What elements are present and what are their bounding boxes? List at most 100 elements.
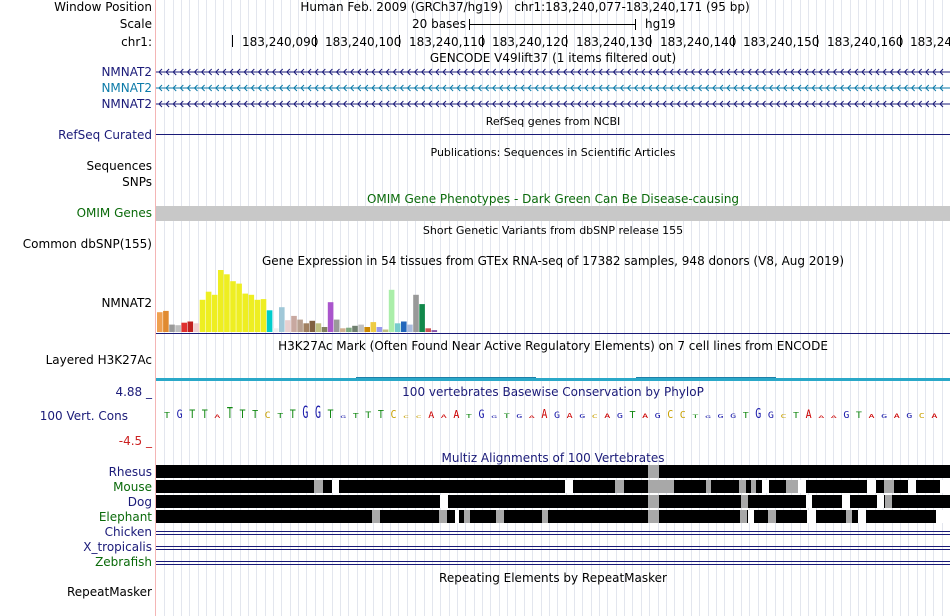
strand-chevron [286, 68, 291, 76]
strand-chevron [456, 84, 461, 92]
phylop-base-letter: T [856, 411, 862, 421]
base-gridline [373, 0, 375, 616]
label-species-dog[interactable]: Dog [127, 495, 152, 509]
strand-chevron [747, 100, 752, 108]
strand-chevron [222, 100, 227, 108]
label-snps[interactable]: SNPs [122, 175, 152, 189]
strand-chevron [449, 100, 454, 108]
label-sequences[interactable]: Sequences [86, 159, 152, 173]
gtex-expression-chart[interactable] [156, 268, 536, 332]
strand-chevron [818, 68, 823, 76]
strand-chevron [399, 68, 404, 76]
base-gridline [465, 0, 467, 616]
strand-chevron [790, 68, 795, 76]
strand-chevron [513, 68, 518, 76]
gtex-tissue-bar [193, 323, 200, 332]
label-gencode-nmnat2-2[interactable]: NMNAT2 [101, 81, 152, 95]
strand-chevron [925, 100, 930, 108]
label-common-dbsnp[interactable]: Common dbSNP(155) [22, 237, 152, 251]
strand-chevron [577, 68, 582, 76]
strand-chevron [534, 68, 539, 76]
base-gridline [523, 0, 525, 616]
label-omim-genes[interactable]: OMIM Genes [76, 206, 152, 220]
label-species-elephant[interactable]: Elephant [98, 510, 152, 524]
strand-chevron [392, 84, 397, 92]
base-gridline [339, 0, 341, 616]
h3k27ac-signal[interactable] [156, 378, 950, 381]
gtex-tissue-bar [309, 320, 316, 332]
phylop-base-letter: A [529, 415, 536, 419]
strand-chevron [215, 84, 220, 92]
base-gridline [573, 0, 575, 616]
base-gridline [716, 0, 717, 616]
phylop-base-letter: T [378, 410, 384, 421]
base-gridline [289, 0, 291, 616]
strand-chevron [598, 100, 603, 108]
strand-chevron [577, 100, 582, 108]
strand-chevron [342, 84, 347, 92]
strand-chevron [236, 100, 241, 108]
strand-chevron [357, 68, 362, 76]
alignment-line-xtrop-2 [156, 549, 950, 550]
alignment-row-mouse[interactable] [156, 480, 950, 493]
phylop-base-letter: T [328, 407, 334, 421]
refseq-gene-line[interactable] [156, 134, 950, 135]
strand-chevron [300, 100, 305, 108]
phylop-base-letter: G [479, 407, 485, 421]
alignment-mismatch-block [786, 480, 798, 493]
label-species-chicken[interactable]: Chicken [104, 525, 152, 539]
strand-chevron [506, 84, 511, 92]
label-100-vert-cons[interactable]: 100 Vert. Cons [39, 409, 128, 423]
ruler-tick-label: 183,240,090 [242, 35, 319, 49]
position-label: chr1:183,240,077-183,240,171 (95 bp) [514, 0, 750, 14]
label-species-mouse[interactable]: Mouse [113, 480, 152, 494]
scale-bar-right-end [635, 19, 636, 30]
alignment-gap-block [807, 510, 816, 523]
strand-chevron [704, 68, 710, 76]
phylop-base-letter: A [428, 411, 434, 421]
phylop-base-letter: A [818, 415, 825, 419]
alignment-line-zebrafish-1 [156, 561, 950, 562]
alignment-row-rhesus[interactable] [156, 465, 950, 478]
label-species-rhesus[interactable]: Rhesus [108, 465, 152, 479]
base-gridline [172, 0, 174, 616]
strand-chevron [527, 84, 532, 92]
phylop-base-letter: G [617, 412, 623, 420]
label-species-zebrafish[interactable]: Zebrafish [95, 555, 152, 569]
gtex-track-title: Gene Expression in 54 tissues from GTEx … [261, 254, 845, 268]
strand-chevron [307, 100, 312, 108]
label-repeatmasker[interactable]: RepeatMasker [66, 585, 152, 599]
label-scale: Scale [119, 17, 152, 31]
strand-chevron [683, 100, 688, 108]
base-gridline [866, 0, 868, 616]
strand-chevron [818, 100, 823, 108]
strand-chevron [435, 84, 440, 92]
strand-chevron [697, 84, 702, 92]
alignment-row-elephant[interactable] [156, 510, 950, 523]
strand-chevron [641, 84, 646, 92]
label-gtex-gene[interactable]: NMNAT2 [101, 296, 152, 310]
strand-chevron [790, 100, 795, 108]
track-image[interactable]: Human Feb. 2009 (GRCh37/hg19) chr1:183,2… [156, 0, 950, 616]
ruler-tick-label: 183,240,120 [492, 35, 569, 49]
label-gencode-nmnat2-1[interactable]: NMNAT2 [101, 65, 152, 79]
strand-chevron [378, 100, 383, 108]
strand-chevron [179, 68, 184, 76]
gencode-gene-models[interactable] [156, 65, 950, 113]
label-gencode-nmnat2-3[interactable]: NMNAT2 [101, 97, 152, 111]
strand-chevron [811, 84, 816, 92]
omim-gene-bar[interactable] [156, 206, 950, 221]
base-gridline [440, 0, 442, 616]
label-refseq-curated[interactable]: RefSeq Curated [58, 128, 152, 142]
phylop-base-letter: G [491, 415, 498, 419]
alignment-mismatch-block [496, 510, 504, 523]
strand-chevron [832, 100, 837, 108]
strand-chevron [889, 84, 894, 92]
label-layered-h3k27ac[interactable]: Layered H3K27Ac [45, 353, 152, 367]
label-species-x-tropicalis[interactable]: X_tropicalis [83, 540, 152, 554]
strand-chevron [861, 84, 866, 92]
alignment-row-dog[interactable] [156, 495, 950, 508]
strand-chevron [321, 100, 326, 108]
phylop-base-letter: C [781, 414, 787, 420]
